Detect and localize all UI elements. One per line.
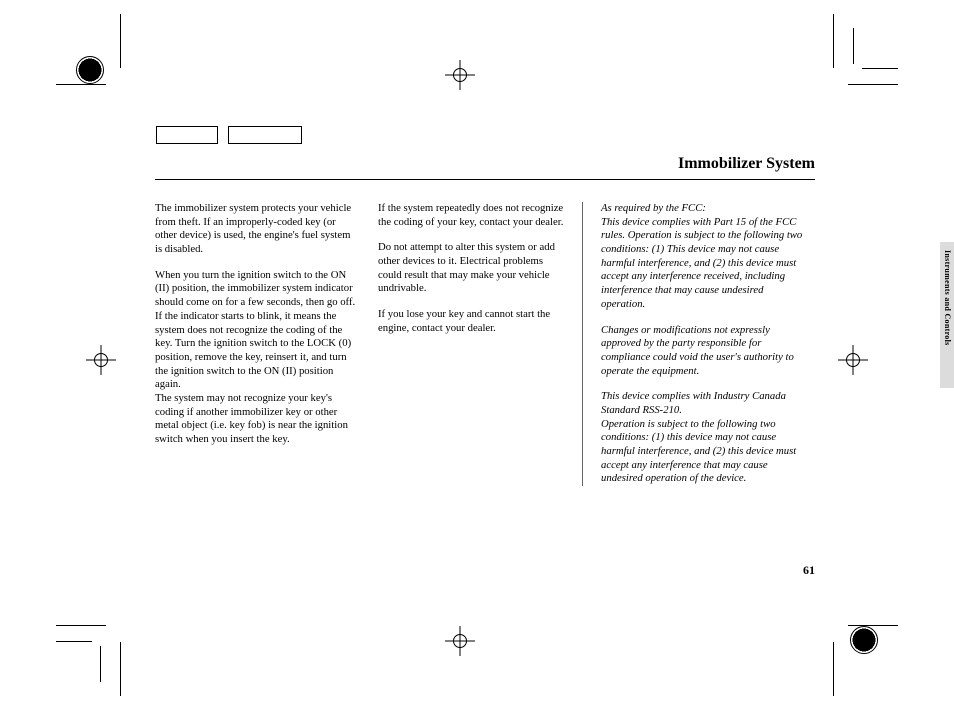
registration-target-icon xyxy=(838,345,868,375)
crop-mark xyxy=(56,625,106,626)
page-content: Immobilizer System The immobilizer syste… xyxy=(155,155,815,486)
placeholder-box xyxy=(156,126,218,144)
title-rule xyxy=(155,179,815,180)
crop-mark xyxy=(120,14,121,68)
crop-mark xyxy=(833,14,834,68)
crop-mark xyxy=(120,642,121,696)
registration-mark-icon xyxy=(850,626,878,654)
registration-target-icon xyxy=(445,626,475,656)
ic-body: Operation is subject to the following tw… xyxy=(601,418,796,485)
paragraph: The immobilizer system protects your veh… xyxy=(155,202,360,257)
crop-mark xyxy=(56,84,106,85)
paragraph: This device complies with Industry Canad… xyxy=(601,390,809,486)
paragraph: If the system repeatedly does not recogn… xyxy=(378,202,568,229)
paragraph: The system may not recognize your key's … xyxy=(155,392,360,447)
placeholder-box xyxy=(228,126,302,144)
column-3: As required by the FCC: This device comp… xyxy=(601,202,809,486)
page-title: Immobilizer System xyxy=(155,155,815,173)
crop-mark xyxy=(56,641,92,642)
fcc-body: This device complies with Part 15 of the… xyxy=(601,216,802,310)
page-number: 61 xyxy=(803,563,815,578)
crop-mark xyxy=(100,646,101,682)
fcc-heading: As required by the FCC: xyxy=(601,202,706,214)
column-2: If the system repeatedly does not recogn… xyxy=(378,202,583,486)
paragraph: When you turn the ignition switch to the… xyxy=(155,269,360,392)
crop-mark xyxy=(848,625,898,626)
column-1: The immobilizer system protects your veh… xyxy=(155,202,360,486)
paragraph: Changes or modifications not expressly a… xyxy=(601,324,809,379)
paragraph: If you lose your key and cannot start th… xyxy=(378,308,568,335)
crop-mark xyxy=(853,28,854,64)
paragraph: As required by the FCC: This device comp… xyxy=(601,202,809,312)
crop-mark xyxy=(848,84,898,85)
crop-mark xyxy=(862,68,898,69)
paragraph: Do not attempt to alter this system or a… xyxy=(378,241,568,296)
body-columns: The immobilizer system protects your veh… xyxy=(155,202,815,486)
registration-target-icon xyxy=(445,60,475,90)
ic-heading: This device complies with Industry Canad… xyxy=(601,390,786,416)
registration-mark-icon xyxy=(76,56,104,84)
crop-mark xyxy=(833,642,834,696)
section-tab-label: Instruments and Controls xyxy=(943,250,952,346)
registration-target-icon xyxy=(86,345,116,375)
